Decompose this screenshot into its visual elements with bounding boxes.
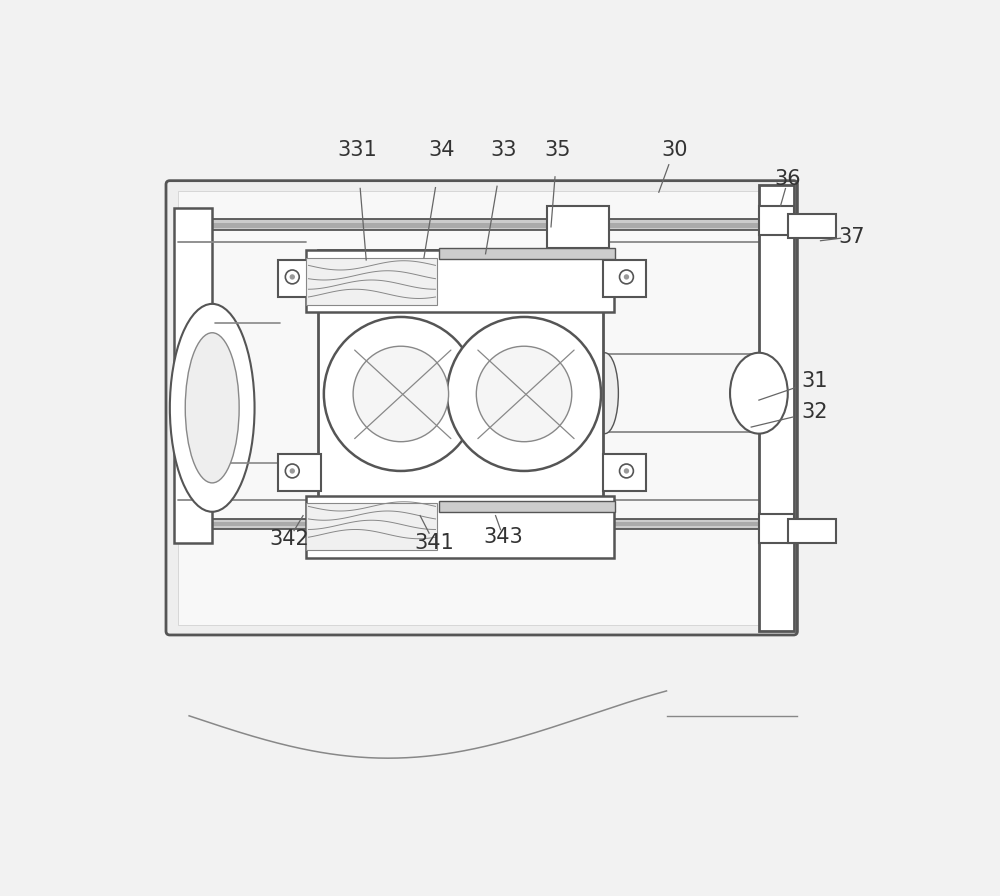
Bar (788, 214, 836, 238)
Circle shape (285, 464, 299, 478)
Bar (178, 191, 786, 625)
Bar (306, 503, 437, 550)
Text: 331: 331 (337, 140, 377, 159)
Text: 34: 34 (428, 140, 455, 159)
Circle shape (290, 274, 295, 280)
Bar (603, 260, 646, 297)
Circle shape (285, 270, 299, 284)
Ellipse shape (185, 332, 239, 483)
Text: 35: 35 (544, 140, 570, 159)
Ellipse shape (730, 353, 788, 434)
Bar (278, 454, 321, 491)
Text: 37: 37 (838, 227, 865, 247)
Circle shape (624, 469, 629, 474)
Text: 36: 36 (775, 169, 801, 189)
Bar (318, 250, 603, 527)
Bar (759, 514, 794, 543)
Bar (306, 496, 614, 558)
Ellipse shape (591, 353, 618, 434)
Text: 342: 342 (269, 529, 309, 548)
Bar (759, 206, 794, 236)
Text: 33: 33 (490, 140, 517, 159)
Text: 343: 343 (483, 527, 523, 547)
Bar (306, 258, 437, 306)
Bar (759, 185, 794, 631)
Bar (212, 521, 760, 527)
Text: 30: 30 (661, 140, 687, 159)
Bar (212, 223, 760, 228)
Bar (174, 208, 212, 543)
Circle shape (290, 469, 295, 474)
Bar (212, 519, 760, 530)
Bar (306, 250, 614, 312)
Text: 32: 32 (802, 401, 828, 422)
Bar (439, 248, 615, 259)
Circle shape (620, 464, 633, 478)
Circle shape (324, 317, 478, 471)
Bar (788, 520, 836, 543)
FancyBboxPatch shape (166, 181, 797, 635)
Circle shape (624, 274, 629, 280)
Bar (439, 501, 615, 512)
Text: 31: 31 (802, 371, 828, 391)
Bar (603, 454, 646, 491)
Text: 341: 341 (414, 532, 454, 553)
Bar (212, 220, 760, 230)
Circle shape (620, 270, 633, 284)
Bar (278, 260, 321, 297)
Circle shape (476, 346, 572, 442)
Circle shape (353, 346, 449, 442)
Ellipse shape (170, 304, 255, 512)
Bar (547, 206, 609, 248)
Circle shape (447, 317, 601, 471)
